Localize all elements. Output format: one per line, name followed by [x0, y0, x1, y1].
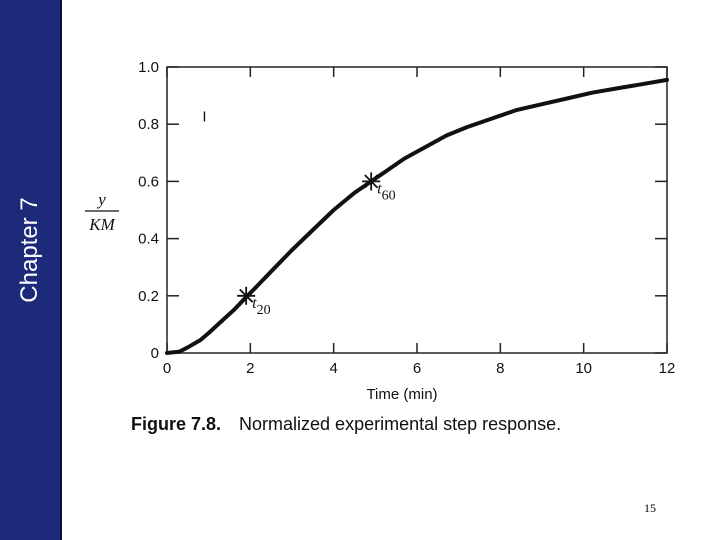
t60-marker — [364, 174, 379, 189]
y-tick-label: 1.0 — [138, 59, 159, 76]
y-tick-label: 0.4 — [138, 231, 159, 248]
x-tick-label: 10 — [575, 360, 592, 377]
y-tick-label: 0 — [151, 345, 159, 362]
x-tick-label: 6 — [413, 360, 421, 377]
t20-label: t20 — [252, 295, 270, 318]
y-tick-label: 0.8 — [138, 116, 159, 133]
response-curve — [165, 77, 669, 355]
step-response-chart: 0 0.2 0.4 0.6 0.8 1.0 0 2 4 6 8 10 12 Time (min) y KM t2… — [85, 59, 676, 403]
x-tick-label: 8 — [496, 360, 504, 377]
figure-label: Figure 7.8. — [131, 414, 222, 434]
y-axis-label-denominator: KM — [88, 215, 115, 234]
t20-marker — [239, 288, 254, 303]
y-axis-label-numerator: y — [96, 190, 106, 209]
page-number: 15 — [644, 501, 656, 515]
x-tick-label: 12 — [659, 360, 676, 377]
stray-mark: I — [202, 108, 206, 125]
chapter-sidebar: Chapter 7 — [0, 0, 62, 540]
t60-label: t60 — [377, 180, 395, 203]
y-tick-label: 0.2 — [138, 288, 159, 305]
x-axis-label: Time (min) — [366, 386, 437, 403]
x-tick-label: 4 — [329, 360, 337, 377]
plot-frame — [166, 66, 668, 354]
x-tick-label: 0 — [163, 360, 171, 377]
y-tick-label: 0.6 — [138, 173, 159, 190]
figure-caption-text: Normalized experimental step response. — [239, 414, 562, 434]
x-tick-label: 2 — [246, 360, 254, 377]
figure-caption: Figure 7.8. Normalized experimental step … — [131, 414, 561, 435]
